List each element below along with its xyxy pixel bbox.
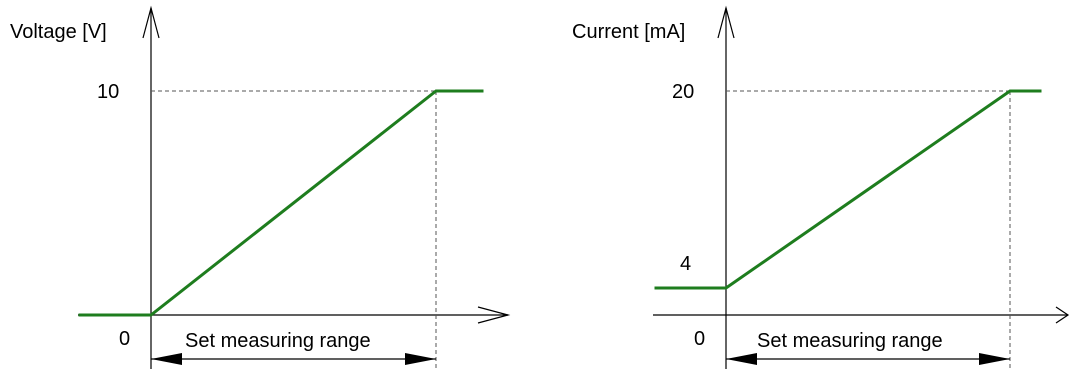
current-max-label: 20 <box>672 81 694 103</box>
voltage-characteristic-curve <box>78 89 484 317</box>
current-origin-label: 0 <box>694 328 705 350</box>
voltage-y-axis-label: Voltage [V] <box>10 21 107 43</box>
current-range-label: Set measuring range <box>757 330 943 352</box>
voltage-max-label: 10 <box>97 81 119 103</box>
current-characteristic-curve <box>654 89 1042 290</box>
current-range-arrow-left-icon <box>726 353 757 365</box>
voltage-range-arrow-left-icon <box>151 353 182 365</box>
current-y-axis-label: Current [mA] <box>572 21 685 43</box>
current-diagram: Current [mA] 20 4 0 Set measuring range <box>572 5 1070 369</box>
voltage-range-label: Set measuring range <box>185 330 371 352</box>
current-y-axis-arrow-icon <box>717 5 735 39</box>
current-min-label: 4 <box>680 253 691 275</box>
current-x-axis-arrow-icon <box>1055 306 1070 324</box>
current-range-arrow-right-icon <box>979 353 1010 365</box>
voltage-diagram: Voltage [V] 10 0 Set measuring range <box>10 5 511 369</box>
voltage-origin-label: 0 <box>119 328 130 350</box>
voltage-y-axis-arrow-icon <box>142 5 160 39</box>
voltage-range-arrow-right-icon <box>405 353 436 365</box>
voltage-x-axis-arrow-icon <box>477 306 511 324</box>
